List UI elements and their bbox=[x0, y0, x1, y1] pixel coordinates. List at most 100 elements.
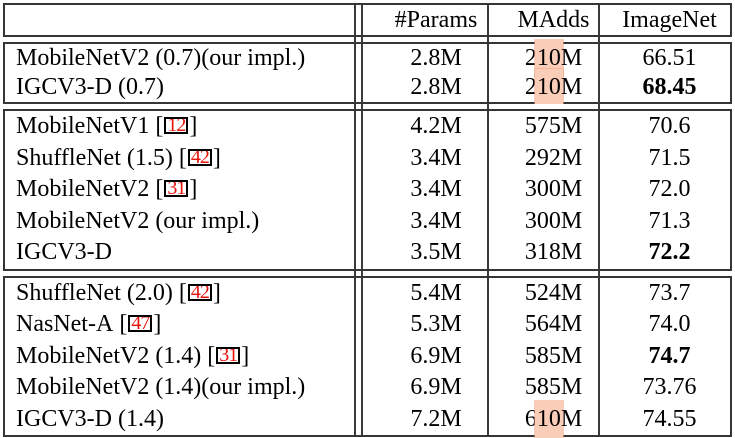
model-cell: MobileNetV2 (1.4) [31] bbox=[5, 343, 363, 370]
cite-bracket-open: [ bbox=[178, 279, 187, 306]
citation: [47] bbox=[119, 311, 161, 338]
model-cell: MobileNetV1 [12] bbox=[5, 113, 363, 140]
citation-link[interactable]: 31 bbox=[216, 346, 241, 364]
column-divider-double-left bbox=[354, 37, 356, 42]
column-divider-double-left bbox=[354, 111, 356, 269]
citation-link[interactable]: 42 bbox=[187, 148, 212, 166]
madds-post: M bbox=[560, 74, 583, 100]
table-row: ShuffleNet (1.5) [42] 3.4M 292M 71.5 bbox=[5, 143, 730, 175]
citation-link[interactable]: 47 bbox=[128, 315, 153, 333]
model-name: MobileNetV1 bbox=[16, 113, 150, 140]
column-divider-double-right bbox=[361, 5, 363, 35]
imagenet-cell: 72.0 bbox=[648, 176, 691, 203]
madds-cell: 564M bbox=[524, 311, 583, 338]
params-cell: 3.4M bbox=[410, 144, 462, 171]
column-header-madds: MAdds bbox=[517, 6, 590, 33]
table-row: MobileNetV2 (our impl.) 3.4M 300M 71.3 bbox=[5, 206, 730, 238]
madds-pre: 6 bbox=[524, 405, 537, 432]
model-name: ShuffleNet (2.0) bbox=[16, 279, 173, 306]
model-cell: IGCV3-D (1.4) bbox=[5, 406, 363, 433]
model-name: MobileNetV2 (1.4) bbox=[16, 342, 202, 369]
column-divider-double-right bbox=[361, 44, 363, 102]
model-cell: MobileNetV2 (1.4)(our impl.) bbox=[5, 374, 363, 401]
model-name: ShuffleNet (1.5) bbox=[16, 144, 173, 171]
model-cell: NasNet-A [47] bbox=[5, 311, 363, 338]
madds-cell: 210M bbox=[498, 40, 609, 76]
model-cell: IGCV3-D bbox=[5, 239, 363, 266]
params-cell: 7.2M bbox=[410, 405, 462, 432]
model-cell: IGCV3-D (0.7) bbox=[5, 74, 363, 101]
madds-pre: 2 bbox=[524, 45, 537, 71]
column-divider-double-left bbox=[354, 277, 356, 435]
madds-cell: 585M bbox=[524, 342, 583, 369]
section-separator bbox=[3, 104, 732, 109]
params-cell: 3.4M bbox=[410, 176, 462, 203]
model-comparison-table: #Params MAdds ImageNet MobileNetV2 (0.7)… bbox=[3, 3, 732, 437]
citation-link[interactable]: 42 bbox=[187, 283, 212, 301]
params-cell: 2.8M bbox=[410, 74, 462, 100]
imagenet-cell: 74.55 bbox=[642, 405, 697, 432]
madds-cell: 300M bbox=[524, 207, 583, 234]
imagenet-cell: 73.7 bbox=[648, 279, 691, 306]
model-name: IGCV3-D bbox=[16, 239, 112, 266]
params-cell: 4.2M bbox=[410, 113, 462, 140]
column-divider-madds-imagenet bbox=[598, 277, 600, 435]
column-divider-params-madds bbox=[487, 104, 489, 109]
column-divider-double-right bbox=[361, 104, 363, 109]
table-row: NasNet-A [47] 5.3M 564M 74.0 bbox=[5, 309, 730, 341]
cite-bracket-close: ] bbox=[212, 279, 221, 306]
imagenet-cell: 70.6 bbox=[648, 113, 691, 140]
model-name: MobileNetV2 (1.4)(our impl.) bbox=[16, 374, 306, 401]
column-divider-double-right bbox=[361, 270, 363, 276]
cite-bracket-close: ] bbox=[241, 342, 250, 369]
imagenet-cell: 71.5 bbox=[648, 144, 691, 171]
params-cell: 3.5M bbox=[410, 239, 462, 266]
cite-bracket-open: [ bbox=[155, 113, 164, 140]
citation: [42] bbox=[179, 280, 221, 307]
madds-cell: 300M bbox=[524, 176, 583, 203]
madds-value: 610M bbox=[524, 400, 583, 437]
column-header-imagenet: ImageNet bbox=[622, 6, 717, 33]
model-cell: ShuffleNet (2.0) [42] bbox=[5, 280, 363, 307]
column-divider-double-left bbox=[354, 104, 356, 109]
header-row: #Params MAdds ImageNet bbox=[5, 5, 730, 35]
params-cell: 6.9M bbox=[410, 342, 462, 369]
table-section-small-models: MobileNetV2 (0.7)(our impl.) 2.8M 210M 6… bbox=[3, 40, 732, 105]
madds-value: 210M bbox=[524, 40, 582, 76]
table-row: MobileNetV1 [12] 4.2M 575M 70.6 bbox=[5, 111, 730, 143]
cite-bracket-open: [ bbox=[207, 342, 216, 369]
citation: [42] bbox=[179, 145, 221, 172]
table-row: MobileNetV2 (1.4) [31] 6.9M 585M 74.7 bbox=[5, 341, 730, 373]
table-row: IGCV3-D (1.4) 7.2M 610M 74.55 bbox=[5, 400, 730, 437]
model-cell: MobileNetV2 (0.7)(our impl.) bbox=[5, 45, 363, 72]
imagenet-cell: 74.7 bbox=[648, 342, 691, 369]
model-name: MobileNetV2 bbox=[16, 176, 150, 203]
column-divider-double-left bbox=[354, 44, 356, 102]
search-highlight: 10 bbox=[534, 69, 563, 105]
madds-post: M bbox=[560, 405, 583, 432]
table-section-medium-models: MobileNetV1 [12] 4.2M 575M 70.6 ShuffleN… bbox=[3, 109, 732, 271]
column-divider-madds-imagenet bbox=[598, 270, 600, 276]
column-divider-madds-imagenet bbox=[598, 111, 600, 269]
column-divider-params-madds bbox=[487, 5, 489, 35]
column-divider-madds-imagenet bbox=[598, 104, 600, 109]
section-separator bbox=[3, 37, 732, 42]
imagenet-cell: 72.2 bbox=[648, 239, 691, 266]
cite-bracket-open: [ bbox=[178, 144, 187, 171]
cite-bracket-close: ] bbox=[153, 311, 162, 338]
column-divider-params-madds bbox=[487, 111, 489, 269]
cite-bracket-open: [ bbox=[155, 176, 164, 203]
table-row: MobileNetV2 (0.7)(our impl.) 2.8M 210M 6… bbox=[5, 40, 730, 76]
citation: [31] bbox=[155, 176, 197, 203]
column-divider-double-left bbox=[354, 270, 356, 276]
column-divider-double-right bbox=[361, 111, 363, 269]
params-cell: 6.9M bbox=[410, 374, 462, 401]
table-row: IGCV3-D 3.5M 318M 72.2 bbox=[5, 237, 730, 269]
section-separator bbox=[3, 270, 732, 276]
model-name: NasNet-A bbox=[16, 311, 114, 338]
citation-link[interactable]: 12 bbox=[164, 117, 189, 135]
table-section-large-models: ShuffleNet (2.0) [42] 5.4M 524M 73.7 Nas… bbox=[3, 275, 732, 437]
citation-link[interactable]: 31 bbox=[164, 180, 189, 198]
madds-value: 210M bbox=[525, 69, 583, 105]
params-cell: 5.3M bbox=[410, 311, 462, 338]
